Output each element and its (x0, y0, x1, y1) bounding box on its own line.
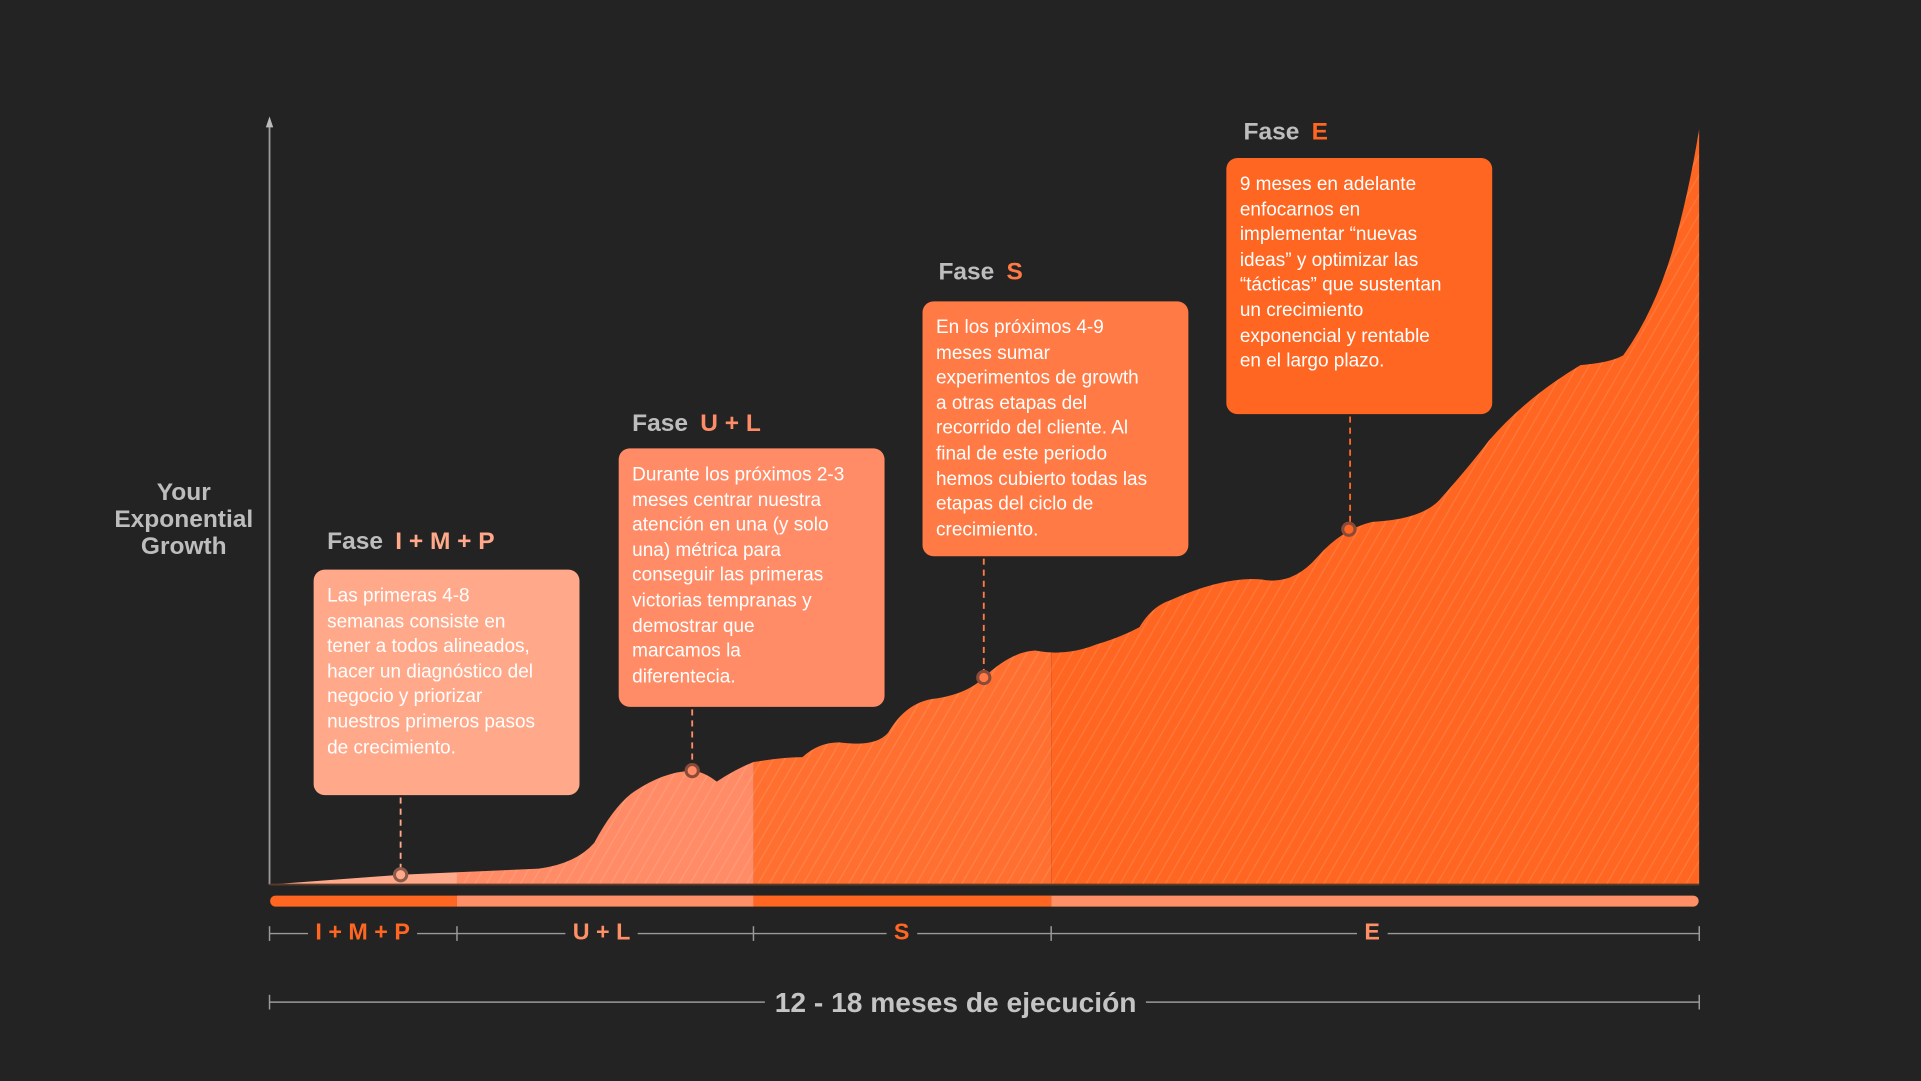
milestone-dot (1341, 521, 1357, 537)
timeline-label-ul: U + L (565, 918, 638, 949)
timeline-label-e: E (1357, 918, 1388, 949)
phase-title-e: Fase E (1243, 118, 1328, 146)
phase-description-s: En los próximos 4-9 meses sumar experiment… (922, 301, 1189, 557)
y-axis-label: Your Exponential Growth (114, 479, 254, 560)
phase-timeline (268, 926, 1700, 941)
phase-description-imp: Las primeras 4-8 semanas consiste en tener… (313, 569, 580, 796)
phase-title-imp: Fase I + M + P (327, 528, 495, 555)
y-axis-arrow-icon (265, 116, 274, 128)
total-duration-label: 12 - 18 meses de ejecución (764, 985, 1147, 1020)
phase-description-e: 9 meses en adelante enfocarnos en implemen… (1226, 158, 1493, 415)
phase-title-ul: Fase U + L (632, 410, 761, 438)
timeline-label-imp: I + M + P (308, 918, 418, 949)
milestone-dot (684, 762, 700, 779)
milestone-dot (392, 867, 409, 883)
milestone-dots (392, 521, 1357, 883)
timeline-label-s: S (886, 918, 917, 949)
phase-bar (270, 895, 1699, 907)
milestone-dot (976, 669, 992, 686)
phase-title-s: Fase S (938, 258, 1023, 286)
phase-description-ul: Durante los próximos 2-3 meses centrar nu… (618, 448, 885, 707)
connectors (399, 416, 1352, 873)
